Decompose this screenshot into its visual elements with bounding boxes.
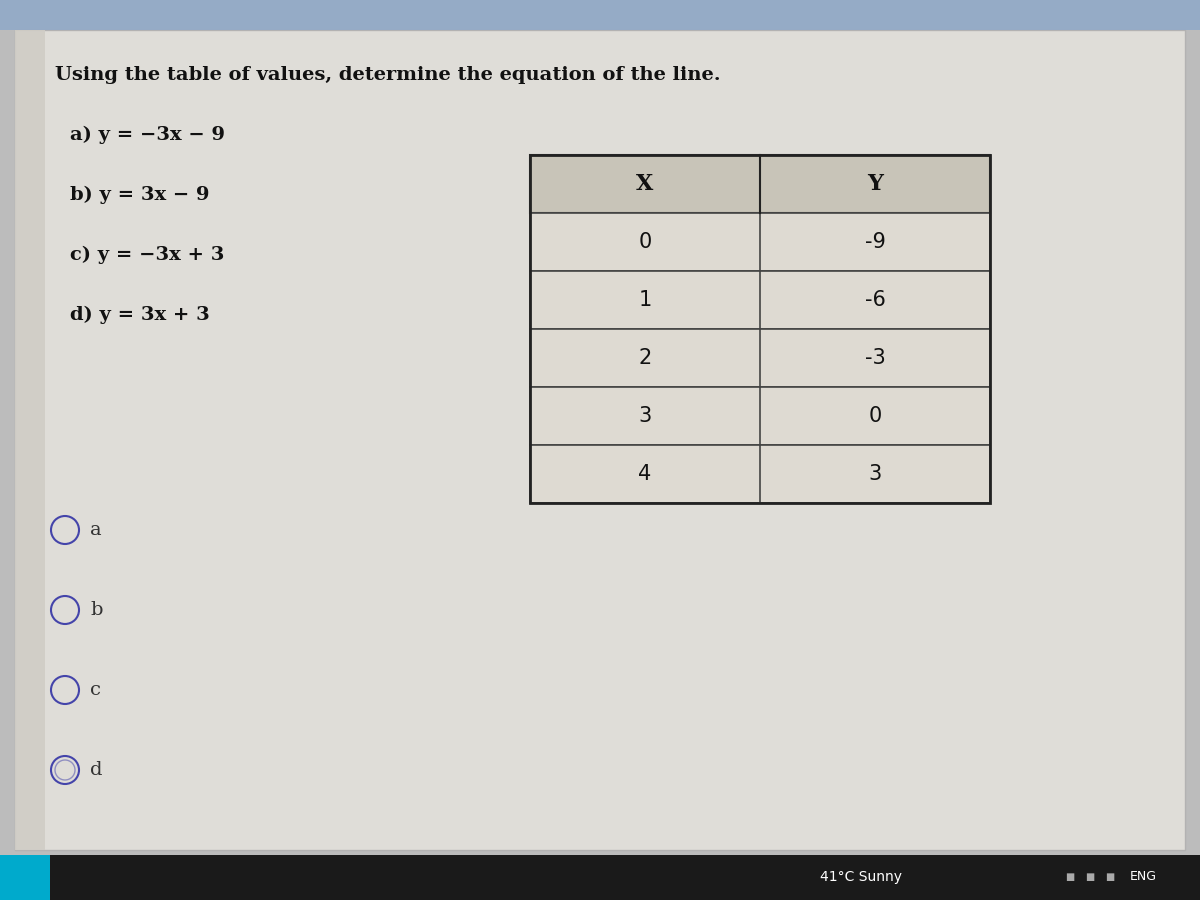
Bar — [14, 30, 46, 850]
Text: -6: -6 — [864, 290, 886, 310]
Bar — [530, 155, 990, 503]
Text: a: a — [90, 521, 102, 539]
Text: b) y = 3x − 9: b) y = 3x − 9 — [70, 186, 210, 204]
Bar — [530, 329, 990, 387]
Text: 3: 3 — [869, 464, 882, 484]
Text: 41°C Sunny: 41°C Sunny — [820, 870, 902, 884]
Bar — [530, 155, 990, 213]
Bar — [530, 271, 990, 329]
Text: d: d — [90, 761, 102, 779]
Bar — [0, 0, 1200, 30]
Text: a) y = −3x − 9: a) y = −3x − 9 — [70, 126, 226, 144]
Text: c) y = −3x + 3: c) y = −3x + 3 — [70, 246, 224, 264]
Text: 0: 0 — [638, 232, 652, 252]
Text: 2: 2 — [638, 348, 652, 368]
Text: 1: 1 — [638, 290, 652, 310]
Text: c: c — [90, 681, 101, 699]
Text: ■: ■ — [1066, 872, 1075, 882]
Text: 3: 3 — [638, 406, 652, 426]
Bar — [530, 445, 990, 503]
Text: Y: Y — [868, 173, 883, 195]
Text: Using the table of values, determine the equation of the line.: Using the table of values, determine the… — [55, 66, 721, 84]
Bar — [0, 855, 1200, 900]
Text: ■: ■ — [1105, 872, 1115, 882]
Text: 4: 4 — [638, 464, 652, 484]
Bar — [530, 387, 990, 445]
Bar — [530, 213, 990, 271]
Text: X: X — [636, 173, 654, 195]
Text: b: b — [90, 601, 102, 619]
Text: ENG: ENG — [1130, 870, 1157, 884]
Bar — [0, 855, 50, 900]
Text: 0: 0 — [869, 406, 882, 426]
Text: -3: -3 — [865, 348, 886, 368]
Text: ■: ■ — [1085, 872, 1094, 882]
Text: -9: -9 — [864, 232, 886, 252]
Text: d) y = 3x + 3: d) y = 3x + 3 — [70, 306, 210, 324]
